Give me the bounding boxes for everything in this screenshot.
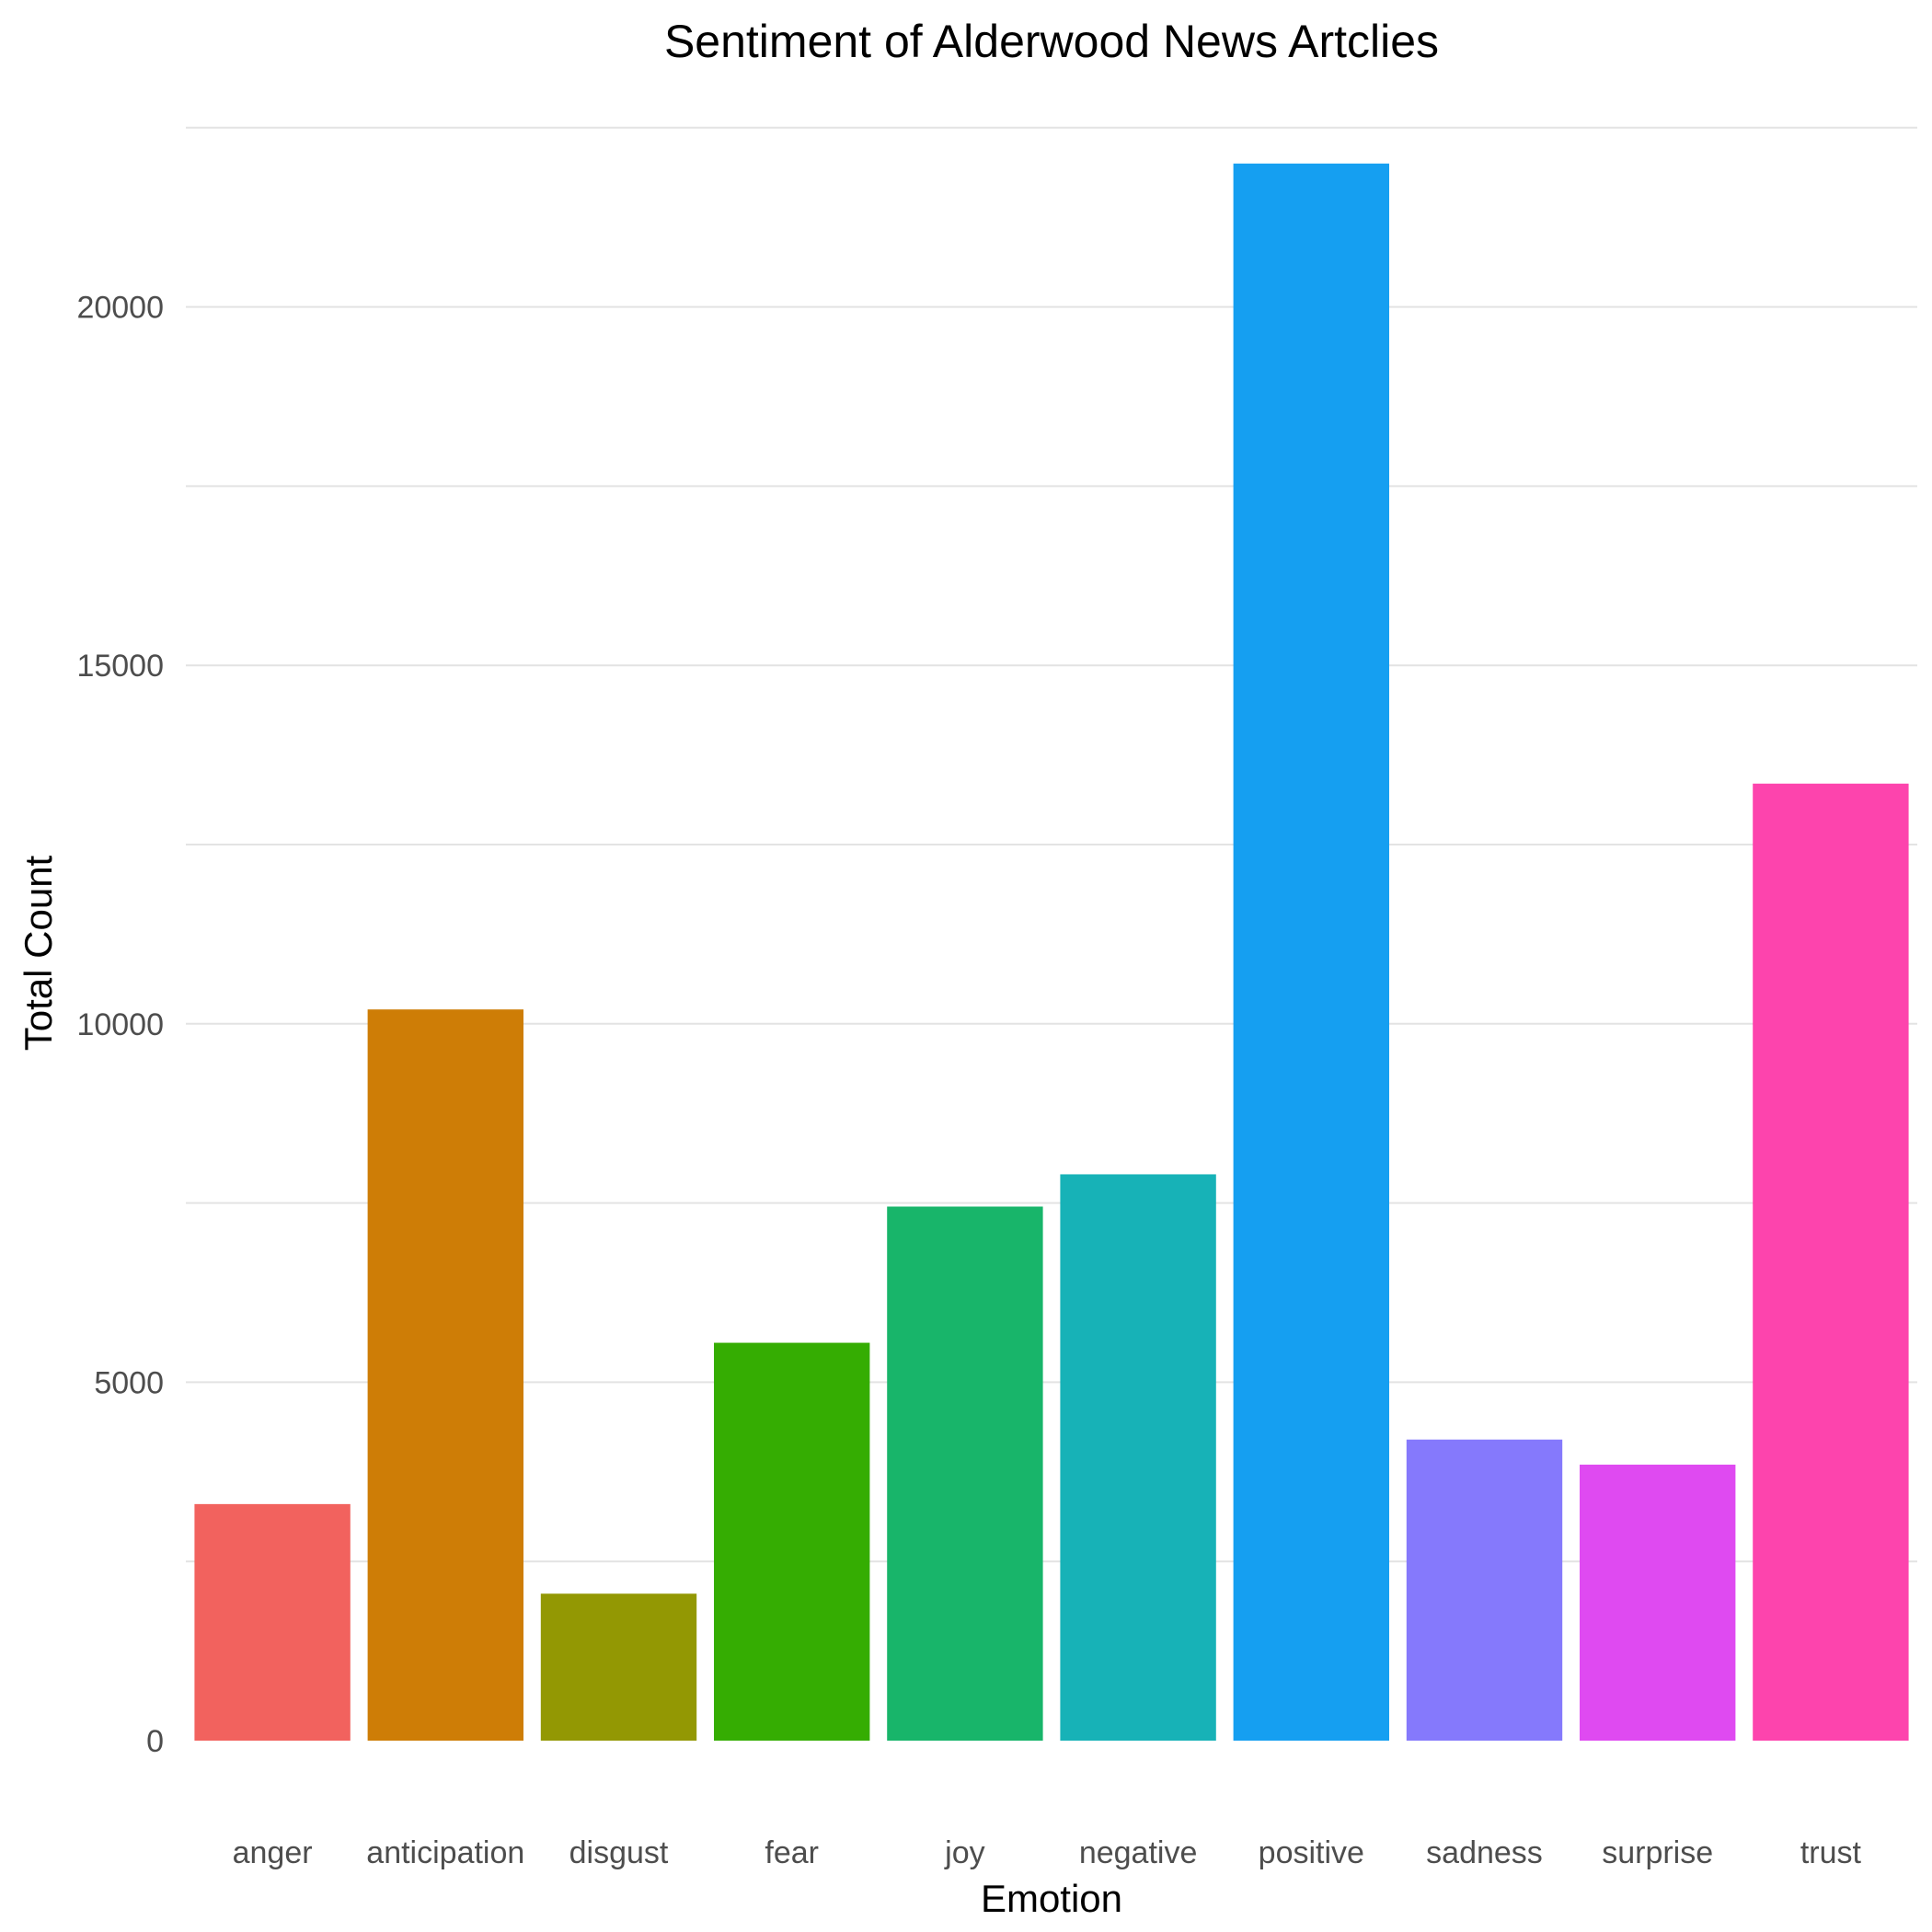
x-tick-label-joy: joy [944,1835,984,1870]
bar-anticipation [367,1009,523,1741]
y-tick-label: 10000 [76,1007,164,1042]
x-tick-label-fear: fear [765,1835,819,1870]
y-tick-label: 20000 [76,291,164,326]
y-tick-label: 0 [146,1724,164,1759]
bar-anger [194,1503,351,1741]
y-tick-label: 5000 [94,1365,164,1400]
bar-disgust [540,1593,697,1741]
bars [194,163,1909,1741]
x-tick-label-negative: negative [1079,1835,1198,1870]
x-tick-labels: anger anticipation disgust fear joy negative p… [233,1835,1862,1870]
x-tick-label-anticipation: anticipation [366,1835,524,1870]
bar-positive [1233,163,1389,1741]
bar-fear [714,1342,870,1741]
x-tick-label-positive: positive [1259,1835,1364,1870]
y-tick-labels: 0 5000 10000 15000 20000 [76,291,164,1759]
x-axis-label: Emotion [981,1877,1122,1920]
bar-trust [1753,783,1909,1741]
x-tick-label-trust: trust [1800,1835,1862,1870]
bar-surprise [1580,1465,1736,1741]
y-tick-label: 15000 [76,649,164,684]
y-axis-label: Total Count [17,855,60,1051]
x-tick-label-anger: anger [233,1835,313,1870]
x-tick-label-disgust: disgust [569,1835,669,1870]
bar-negative [1060,1174,1216,1741]
x-tick-label-surprise: surprise [1602,1835,1713,1870]
x-tick-label-sadness: sadness [1426,1835,1543,1870]
bar-joy [887,1206,1043,1741]
bar-sadness [1406,1439,1563,1741]
chart-title: Sentiment of Alderwood News Artclies [664,16,1439,67]
